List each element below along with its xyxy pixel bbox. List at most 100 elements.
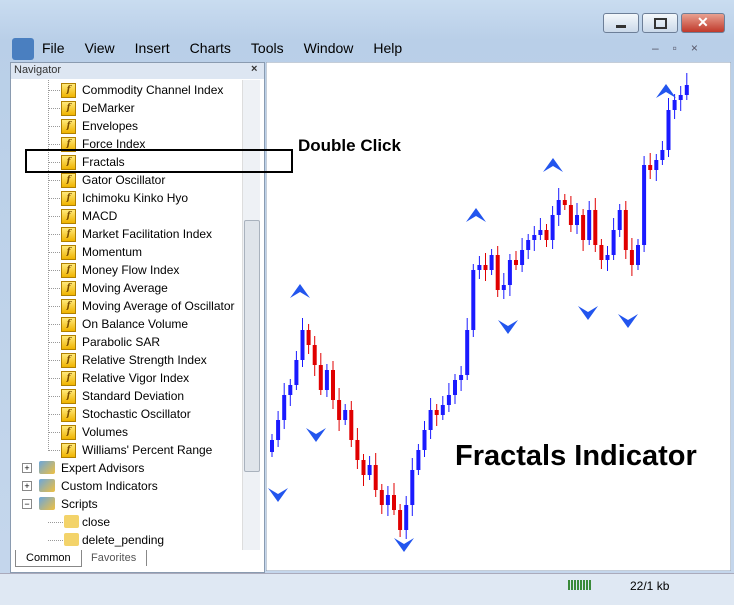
- tree-line: [48, 108, 62, 109]
- tree-item[interactable]: Market Facilitation Index: [82, 227, 213, 241]
- candle-body: [379, 490, 384, 505]
- group-icon: [39, 497, 55, 510]
- candle-body: [666, 110, 671, 150]
- expander[interactable]: −: [22, 499, 32, 509]
- candle-body: [276, 420, 281, 440]
- candle-body: [520, 250, 525, 265]
- tree-item[interactable]: Gator Oscillator: [82, 173, 166, 187]
- tab[interactable]: Common: [15, 550, 82, 567]
- tree-item[interactable]: Fractals: [82, 155, 125, 169]
- menu-item[interactable]: View: [84, 40, 115, 56]
- candle-body: [556, 200, 561, 215]
- tree-item[interactable]: Moving Average: [82, 281, 168, 295]
- tree-line: [48, 234, 62, 235]
- candle-body: [611, 230, 616, 255]
- tree-line: [48, 342, 62, 343]
- menu-item[interactable]: Insert: [134, 40, 170, 56]
- tree-item[interactable]: Standard Deviation: [82, 389, 185, 403]
- candle-body: [355, 440, 360, 460]
- tree-item[interactable]: DeMarker: [82, 101, 135, 115]
- tab[interactable]: Favorites: [81, 550, 148, 566]
- candle-body: [684, 85, 689, 95]
- fractal-arrow: [618, 314, 638, 328]
- candle-body: [507, 260, 512, 285]
- candle-body: [623, 210, 628, 250]
- fractal-arrow: [268, 488, 288, 502]
- candle-body: [593, 210, 598, 245]
- candle-body: [599, 245, 604, 260]
- tree-item[interactable]: Ichimoku Kinko Hyo: [82, 191, 189, 205]
- tree-item[interactable]: close: [82, 515, 111, 529]
- tree-item[interactable]: delete_pending: [82, 533, 165, 547]
- tree-item[interactable]: Williams' Percent Range: [82, 443, 213, 457]
- candle-body: [294, 360, 299, 385]
- candle-body: [501, 285, 506, 290]
- tree-item[interactable]: On Balance Volume: [82, 317, 189, 331]
- tree-item[interactable]: Force Index: [82, 137, 146, 151]
- app-icon: [12, 38, 34, 60]
- minimize-button[interactable]: [603, 13, 639, 33]
- tree-line: [48, 126, 62, 127]
- candle-body: [270, 440, 274, 452]
- candle-body: [367, 465, 372, 475]
- indicator-icon: f: [61, 191, 76, 206]
- group-icon: [39, 461, 55, 474]
- tree-group[interactable]: Scripts: [61, 497, 98, 511]
- candle-body: [495, 255, 500, 290]
- expander[interactable]: +: [22, 481, 32, 491]
- close-button[interactable]: ✕: [681, 13, 725, 33]
- tree-line: [48, 80, 49, 451]
- indicator-icon: f: [61, 155, 76, 170]
- tree-line: [48, 252, 62, 253]
- tree-line: [48, 522, 65, 523]
- indicator-icon: f: [61, 317, 76, 332]
- tree-line: [48, 450, 62, 451]
- candle-body: [361, 460, 366, 475]
- candle-body: [446, 395, 451, 405]
- candle-body: [312, 345, 317, 365]
- candle-body: [373, 465, 378, 490]
- tree-item[interactable]: Volumes: [82, 425, 129, 439]
- tree-group[interactable]: Expert Advisors: [61, 461, 145, 475]
- status-bar: 22/1 kb: [0, 573, 734, 605]
- indicator-icon: f: [61, 353, 76, 368]
- candle-body: [459, 375, 464, 380]
- tree-item[interactable]: MACD: [82, 209, 118, 223]
- maximize-button[interactable]: [642, 13, 678, 33]
- tree-item[interactable]: Parabolic SAR: [82, 335, 161, 349]
- tree-item[interactable]: Moving Average of Oscillator: [82, 299, 235, 313]
- candle-body: [483, 265, 488, 270]
- navigator-title: Navigator: [14, 64, 62, 76]
- expander[interactable]: +: [22, 463, 32, 473]
- indicator-icon: f: [61, 263, 76, 278]
- tree-item[interactable]: Envelopes: [82, 119, 139, 133]
- tree-item[interactable]: Relative Vigor Index: [82, 371, 190, 385]
- tree-item[interactable]: Relative Strength Index: [82, 353, 207, 367]
- menu-item[interactable]: Tools: [250, 40, 284, 56]
- navigator-header: Navigator ×: [11, 63, 264, 79]
- fractal-arrow: [656, 84, 676, 98]
- tree-line: [48, 270, 62, 271]
- navigator-close[interactable]: ×: [251, 63, 258, 75]
- navigator-panel: Navigator × f Commodity Channel Index f DeM…: [10, 62, 265, 573]
- indicator-icon: f: [61, 209, 76, 224]
- candle-body: [385, 495, 390, 505]
- tree-group[interactable]: Custom Indicators: [61, 479, 158, 493]
- menu-item[interactable]: Charts: [189, 40, 231, 56]
- tree-item[interactable]: Stochastic Oscillator: [82, 407, 191, 421]
- candle-body: [349, 410, 354, 440]
- tree-item[interactable]: Momentum: [82, 245, 143, 259]
- tree-line: [48, 288, 62, 289]
- candle-body: [514, 260, 518, 265]
- candle-body: [617, 210, 622, 230]
- tree-item[interactable]: Commodity Channel Index: [82, 83, 224, 97]
- fractal-arrow: [543, 158, 563, 172]
- menu-item[interactable]: File: [42, 40, 65, 56]
- mdi-buttons[interactable]: –▫×: [652, 41, 712, 55]
- scrollbar[interactable]: [242, 80, 260, 550]
- menu-item[interactable]: Help: [373, 40, 403, 56]
- tree-item[interactable]: Money Flow Index: [82, 263, 180, 277]
- menu-item[interactable]: Window: [303, 40, 354, 56]
- candle-body: [410, 470, 415, 505]
